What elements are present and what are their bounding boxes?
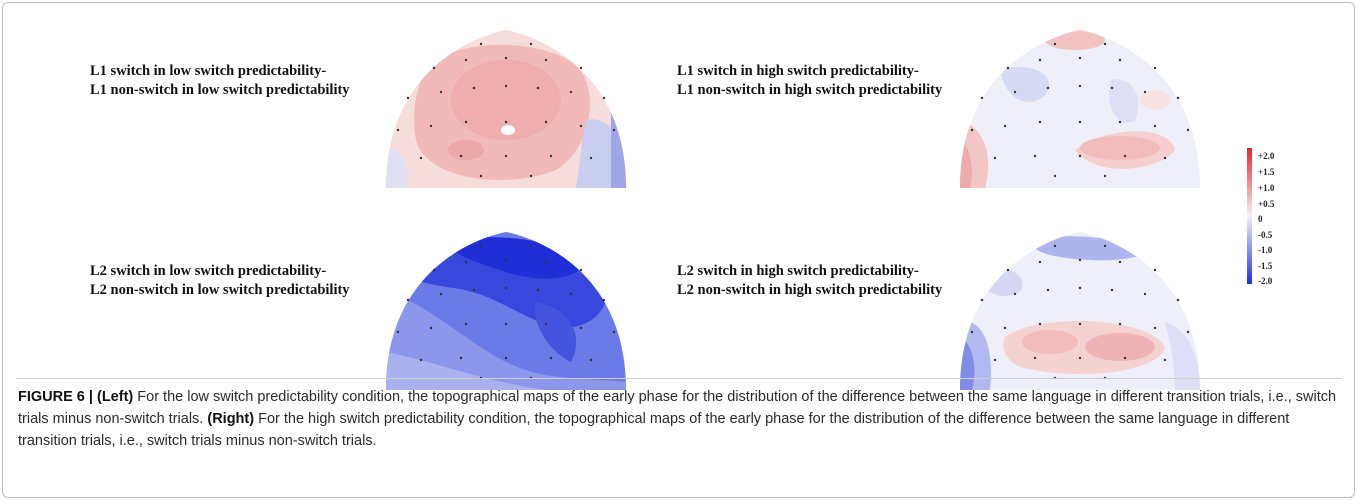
scale-tick: +1.0 [1258,183,1275,193]
right-description: For the high switch predictability condi… [18,411,1290,449]
scale-tick: +1.5 [1258,167,1275,177]
scale-tick: +0.5 [1258,199,1275,209]
scale-tick: -2.0 [1258,276,1273,286]
left-tag: (Left) [97,389,134,405]
scale-tick: -1.0 [1258,245,1273,255]
right-tag: (Right) [207,411,255,427]
panel-label-line1: L2 switch in high switch predictability- [677,263,919,279]
panel-label-l1-high: L1 switch in high switch predictability-… [677,62,942,100]
figure-number: FIGURE 6 | [18,389,93,405]
panel-label-line2: L2 non-switch in low switch predictabili… [90,282,350,298]
panel-label-line2: L1 non-switch in high switch predictabil… [677,82,943,98]
scale-tick: 0 [1258,214,1263,224]
panel-label-line2: L2 non-switch in high switch predictabil… [677,282,943,298]
panel-label-line1: L1 switch in high switch predictability- [677,63,919,79]
caption-divider [16,378,1341,379]
scale-tick: -1.5 [1258,261,1273,271]
topomap-l2-low [386,232,626,390]
topomap-l2-high [960,232,1200,390]
topomap-l1-high [960,30,1200,188]
figure-caption: FIGURE 6 | (Left) For the low switch pre… [18,386,1340,452]
panel-label-line1: L2 switch in low switch predictability- [90,263,327,279]
color-scale: +2.0 +1.5 +1.0 +0.5 0 -0.5 -1.0 -1.5 -2.… [1247,148,1327,288]
left-description: For the low switch predictability condit… [18,389,1337,427]
scale-tick: +2.0 [1258,151,1275,161]
topomap-l1-low [386,30,626,188]
panel-label-line1: L1 switch in low switch predictability- [90,63,327,79]
electrode-dots [396,42,616,178]
color-scale-bar [1247,148,1252,284]
panel-label-line2: L1 non-switch in low switch predictabili… [90,82,350,98]
panel-label-l2-high: L2 switch in high switch predictability-… [677,262,942,300]
panel-label-l1-low: L1 switch in low switch predictability- … [90,62,350,100]
scale-tick: -0.5 [1258,230,1273,240]
panel-label-l2-low: L2 switch in low switch predictability- … [90,262,350,300]
